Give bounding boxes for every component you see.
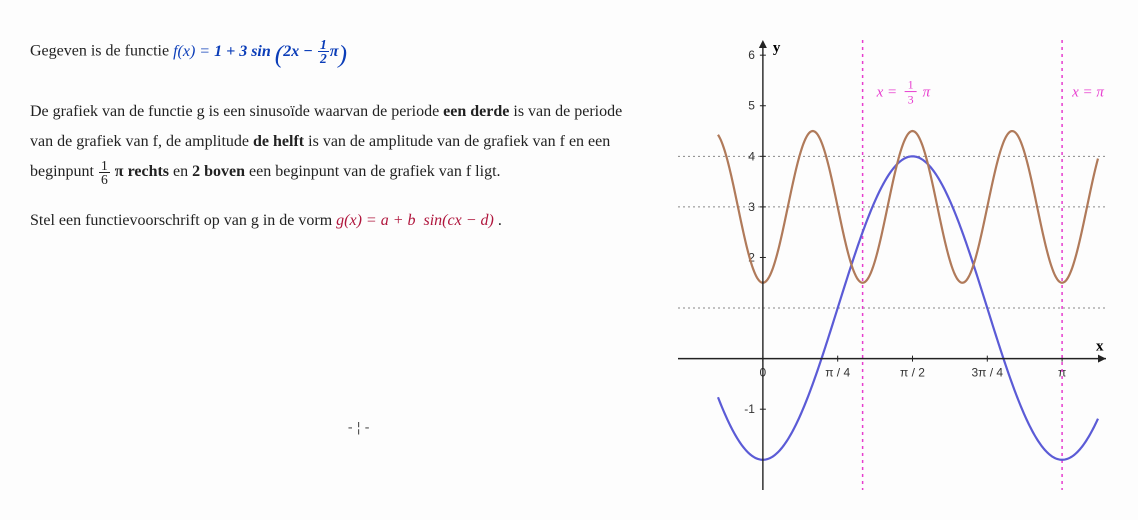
svg-text:1: 1 xyxy=(908,78,914,92)
svg-text:π / 2: π / 2 xyxy=(900,366,925,380)
txt-2e: en xyxy=(169,163,192,180)
chart-panel: -1234560π / 4π / 23π / 4πx =13πx = πyx xyxy=(668,20,1108,500)
frac-1-6: 16 xyxy=(99,159,110,187)
svg-text:-1: -1 xyxy=(744,402,755,416)
bold-2boven: 2 boven xyxy=(192,163,245,180)
svg-text:3: 3 xyxy=(748,200,755,214)
txt-3b: . xyxy=(498,212,502,229)
eq-f: f(x) = 1 + 3 sin (2x − 12π) xyxy=(173,43,347,60)
svg-text:5: 5 xyxy=(748,99,755,113)
svg-text:y: y xyxy=(773,40,781,56)
eq-g: g(x) = a + b sin(cx − d) xyxy=(336,212,498,229)
svg-text:4: 4 xyxy=(748,149,755,163)
svg-text:x = π: x = π xyxy=(1071,85,1104,101)
svg-text:6: 6 xyxy=(748,48,755,62)
txt-2f: een beginpunt van de grafiek van f ligt. xyxy=(245,163,500,180)
line-1: Gegeven is de functie f(x) = 1 + 3 sin (… xyxy=(30,30,648,79)
svg-text:3: 3 xyxy=(908,93,914,107)
text-cursor: -¦- xyxy=(346,420,371,436)
sinusoid-chart: -1234560π / 4π / 23π / 4πx =13πx = πyx xyxy=(668,20,1108,500)
txt-2a: De grafiek van de functie g is een sinus… xyxy=(30,103,443,120)
svg-text:x =: x = xyxy=(876,85,898,101)
txt-given: Gegeven is de functie xyxy=(30,43,173,60)
txt-3a: Stel een functievoorschrift op van g in … xyxy=(30,212,336,229)
bold-pi-rechts: π rechts xyxy=(111,163,169,180)
svg-text:x: x xyxy=(1096,339,1104,355)
bold-helft: de helft xyxy=(253,133,304,150)
svg-text:π: π xyxy=(923,85,931,101)
svg-text:π / 4: π / 4 xyxy=(825,366,850,380)
line-2: De grafiek van de functie g is een sinus… xyxy=(30,97,648,188)
svg-text:3π / 4: 3π / 4 xyxy=(971,366,1003,380)
bold-derde: een derde xyxy=(443,103,509,120)
problem-text: Gegeven is de functie f(x) = 1 + 3 sin (… xyxy=(30,20,648,500)
line-3: Stel een functievoorschrift op van g in … xyxy=(30,206,648,236)
